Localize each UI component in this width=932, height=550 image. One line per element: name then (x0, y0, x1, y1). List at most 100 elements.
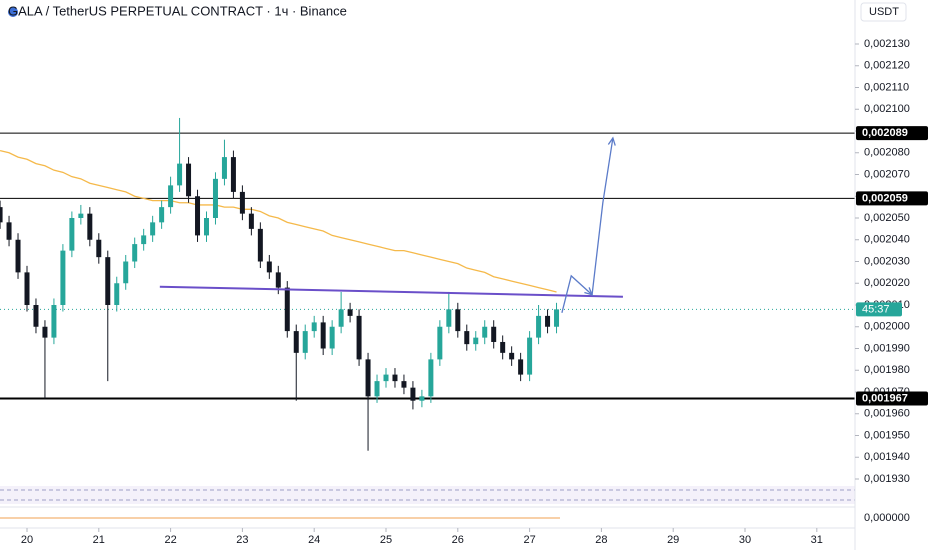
countdown-label: 45:37 (862, 303, 890, 315)
candle-body (78, 213, 84, 218)
candle-body (446, 309, 452, 327)
candle-body (24, 272, 30, 305)
moving-average (0, 149, 557, 293)
candle-body (150, 222, 156, 236)
currency-box[interactable] (860, 2, 907, 22)
candle-body (257, 228, 263, 262)
candle-body (518, 359, 524, 375)
x-tick-label: 27 (523, 534, 535, 546)
candle-body (123, 261, 129, 284)
candle-body (392, 374, 398, 382)
trendline (159, 285, 623, 298)
y-tick-label: 0,002030 (864, 255, 910, 267)
candle-body (320, 322, 326, 349)
candle-body (374, 381, 380, 397)
candle-body (293, 331, 299, 353)
x-tick-label: 20 (21, 534, 33, 546)
x-tick-label: 22 (164, 534, 176, 546)
candle-body (266, 261, 272, 273)
y-tick-label: 0,002000 (864, 321, 910, 333)
candle-body (419, 396, 425, 401)
y-tick-label: 0,001940 (864, 451, 910, 463)
x-tick-label: 23 (236, 534, 248, 546)
candle-body (105, 257, 111, 305)
x-tick-label: 21 (93, 534, 105, 546)
candle-body (186, 163, 192, 197)
level-label: 0,002089 (862, 127, 908, 139)
candle-body (203, 218, 209, 236)
candle-body (302, 331, 308, 353)
candle-body (239, 191, 245, 214)
candle-body (0, 207, 3, 223)
candle-body (42, 326, 48, 338)
level-label: 0,001967 (862, 392, 908, 404)
projection-arrowhead (584, 287, 594, 296)
x-tick-label: 29 (667, 534, 679, 546)
candle-body (356, 315, 362, 360)
y-tick-label: 0,002070 (864, 168, 910, 180)
candle-body (87, 213, 93, 240)
candle-body (473, 337, 479, 345)
candle-body (338, 309, 344, 327)
y-tick-label: 0,001960 (864, 408, 910, 420)
candle-body (365, 359, 371, 397)
candle-body (329, 326, 335, 349)
symbol-icon (8, 7, 18, 17)
candle-body (437, 326, 443, 360)
candle-body (275, 272, 281, 288)
candle-body (221, 157, 227, 179)
candle-body (284, 287, 290, 332)
candle-body (554, 309, 560, 327)
x-tick-label: 24 (308, 534, 320, 546)
candle-body (545, 315, 551, 327)
chart-title: GALA / TetherUS PERPETUAL CONTRACT · 1ч … (8, 3, 347, 18)
x-tick-label: 31 (811, 534, 823, 546)
y-tick-label: 0,001930 (864, 473, 910, 485)
x-tick-label: 28 (595, 534, 607, 546)
y-tick-label: 0,002050 (864, 212, 910, 224)
candle-body (509, 352, 515, 360)
candle-body (455, 309, 461, 332)
countdown-box (856, 302, 902, 317)
candle-body (410, 387, 416, 401)
y-tick-label: 0,002110 (864, 81, 909, 93)
candle-body (195, 196, 201, 236)
y-tick-label: 0,002130 (864, 38, 910, 50)
candle-body (482, 326, 488, 338)
level-label-box (856, 191, 928, 206)
candle-body (33, 305, 39, 327)
y-tick-label: 0,001990 (864, 342, 910, 354)
y-tick-label: 0,002040 (864, 234, 910, 246)
candle-body (6, 222, 12, 240)
candle-body (15, 239, 21, 273)
level-label: 0,002059 (862, 192, 908, 204)
candle-body (347, 309, 353, 316)
candle-body (464, 331, 470, 345)
y-tick-label: 0,002100 (864, 103, 910, 115)
y-tick-label: 0,001950 (864, 429, 910, 441)
candle-body (491, 326, 497, 342)
candle-body (132, 244, 138, 262)
candle-body (527, 337, 533, 375)
rsi-pane (0, 486, 855, 504)
candle-body (69, 218, 75, 251)
y-tick-label: 0,001980 (864, 364, 910, 376)
candle-body (177, 163, 183, 186)
candle-body (96, 239, 102, 258)
candle-body (114, 283, 120, 305)
x-tick-label: 30 (739, 534, 751, 546)
indicator-tick-label: 0,000000 (864, 512, 910, 524)
candle-body (212, 178, 218, 218)
level-label-box (856, 126, 928, 141)
currency-label[interactable]: USDT (869, 6, 899, 18)
candle-body (168, 185, 174, 208)
candle-body (248, 213, 254, 229)
candle-body (536, 315, 542, 338)
candle-body (428, 359, 434, 397)
y-tick-label: 0,002020 (864, 277, 910, 289)
candle-body (230, 157, 236, 192)
y-tick-label: 0,002120 (864, 60, 910, 72)
x-tick-label: 26 (452, 534, 464, 546)
